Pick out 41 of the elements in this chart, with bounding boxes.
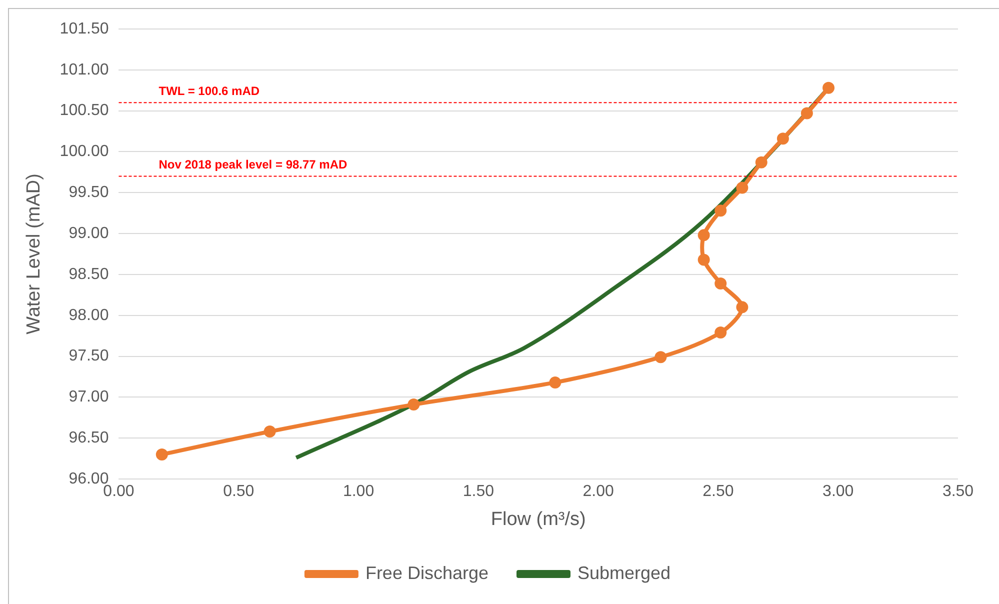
point: [755, 156, 768, 168]
point: [714, 277, 727, 290]
point: [698, 254, 710, 266]
point: [698, 229, 710, 242]
point: [776, 132, 789, 145]
x-tick-label: 1.50: [462, 483, 494, 500]
legend-label: Free Discharge: [365, 562, 488, 583]
x-tick-label: 0.50: [223, 483, 254, 500]
point: [736, 301, 748, 314]
y-tick-label: 98.50: [68, 266, 109, 283]
x-tick-label: 3.00: [822, 483, 854, 500]
point: [736, 182, 748, 194]
point: [714, 204, 727, 217]
y-tick-label: 101.00: [60, 61, 109, 78]
point: [800, 107, 813, 120]
y-tick-label: 101.50: [60, 20, 109, 38]
point: [654, 351, 667, 364]
annotation: Nov 2018 peak level = 98.77 mAD: [158, 158, 348, 172]
y-tick-label: 100.50: [60, 102, 109, 120]
x-tick-label: 1.00: [342, 483, 374, 500]
y-tick-label: 100.00: [60, 143, 109, 160]
point: [714, 326, 727, 339]
x-tick-label: 2.50: [702, 483, 734, 500]
x-tick-label: 0.00: [103, 483, 134, 500]
y-tick-label: 98.00: [68, 306, 109, 324]
x-tick-label: 3.50: [942, 483, 974, 500]
point: [822, 82, 835, 94]
x-tick-label: 2.00: [582, 483, 614, 500]
x-axis-title: Flow (m³/s): [490, 508, 586, 530]
y-tick-label: 97.50: [68, 348, 109, 365]
y-tick-label: 99.00: [68, 224, 109, 242]
point: [264, 426, 276, 438]
y-axis-title: Water Level (mAD): [24, 174, 45, 334]
y-tick-label: 96.50: [68, 429, 109, 446]
y-tick-label: 97.00: [68, 388, 109, 406]
point: [156, 448, 168, 460]
y-tick-label: 99.50: [68, 184, 109, 202]
legend-label: Submerged: [577, 562, 671, 583]
ref-line-label: TWL = 100.6 mAD: [158, 84, 260, 98]
point: [549, 376, 562, 388]
point: [408, 398, 420, 411]
